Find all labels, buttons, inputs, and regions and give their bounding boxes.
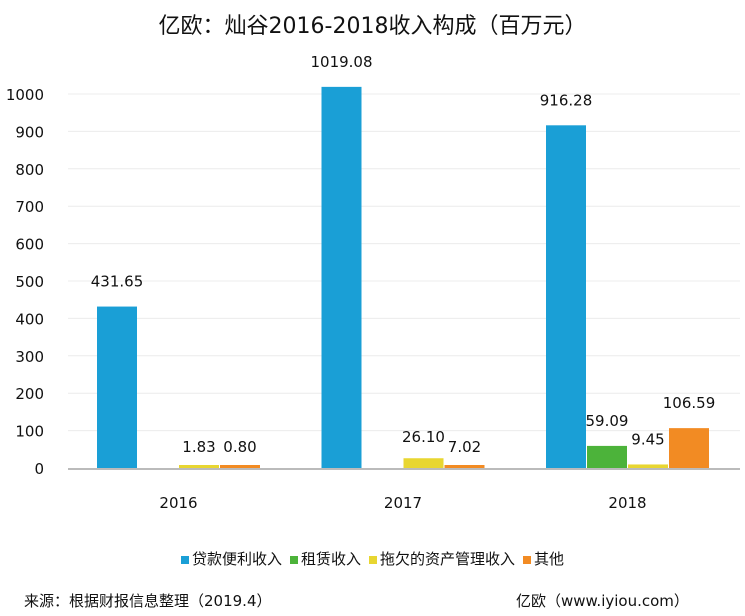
legend: 贷款便利收入 租赁收入 拖欠的资产管理收入 其他: [0, 548, 745, 569]
data-label: 1019.08: [310, 53, 372, 71]
bar-2018-2: [628, 464, 668, 468]
legend-swatch: [523, 556, 532, 564]
data-label: 9.45: [631, 430, 664, 448]
brand-note: 亿欧（www.iyiou.com）: [516, 592, 689, 610]
bar-2017-2: [403, 458, 444, 468]
bar-2016-3: [220, 465, 260, 468]
x-tick-label: 2018: [608, 494, 646, 512]
x-tick-label: 2016: [159, 494, 197, 512]
y-tick-label: 100: [15, 423, 44, 441]
bar-2017-3: [444, 465, 485, 468]
bar-2018-0: [546, 125, 586, 468]
y-tick-label: 400: [15, 310, 44, 328]
data-label: 431.65: [91, 273, 144, 291]
legend-item: 拖欠的资产管理收入: [369, 550, 515, 568]
bar-2016-2: [179, 465, 219, 468]
chart-title: 亿欧：灿谷2016-2018收入构成（百万元）: [158, 14, 587, 39]
bar-2018-3: [669, 428, 709, 468]
y-tick-label: 800: [15, 161, 44, 179]
legend-item: 贷款便利收入: [180, 550, 282, 568]
y-tick-label: 600: [15, 236, 44, 254]
x-tick-label: 2017: [384, 494, 422, 512]
legend-label: 租赁收入: [300, 550, 361, 568]
data-label: 0.80: [223, 438, 256, 456]
bar-2018-1: [587, 445, 627, 468]
data-label: 26.10: [402, 428, 445, 446]
legend-item: 租赁收入: [289, 550, 361, 568]
legend-swatch: [289, 556, 298, 564]
source-note: 来源：根据财报信息整理（2019.4）: [24, 592, 272, 610]
bar-2017-0: [321, 86, 362, 469]
y-tick-label: 900: [15, 123, 44, 141]
data-label: 1.83: [182, 438, 215, 456]
legend-swatch: [369, 556, 377, 564]
legend-label: 拖欠的资产管理收入: [380, 550, 516, 568]
legend-item: 其他: [523, 550, 564, 568]
y-tick-label: 1000: [6, 86, 44, 104]
legend-label: 贷款便利收入: [191, 550, 282, 568]
data-label: 106.59: [663, 394, 716, 412]
data-label: 59.09: [586, 412, 629, 430]
data-label: 7.02: [448, 438, 481, 456]
y-tick-label: 0: [34, 460, 44, 478]
bar-2016-0: [97, 306, 137, 468]
y-tick-label: 500: [15, 273, 44, 291]
bar-chart: 0 100 200 300 400 500 600 700 800 900 1000 431.65 10…: [6, 53, 740, 512]
legend-swatch: [180, 556, 189, 564]
legend-label: 其他: [534, 550, 565, 568]
y-tick-label: 200: [15, 385, 44, 403]
y-tick-label: 300: [15, 348, 44, 366]
data-label: 916.28: [540, 91, 593, 109]
y-tick-label: 700: [15, 198, 44, 216]
